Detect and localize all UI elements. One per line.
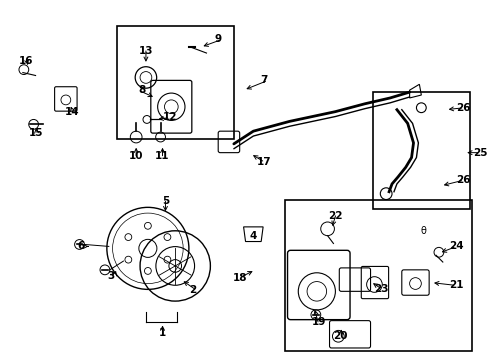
Text: 23: 23	[374, 284, 388, 294]
Text: 1: 1	[159, 328, 166, 338]
Text: 20: 20	[333, 331, 347, 341]
Text: 19: 19	[311, 317, 325, 327]
Text: 26: 26	[456, 175, 470, 185]
Text: 7: 7	[260, 75, 267, 85]
Text: 6: 6	[78, 242, 84, 251]
Text: 13: 13	[139, 46, 153, 56]
Text: 8: 8	[139, 85, 145, 95]
Text: 12: 12	[162, 112, 177, 122]
Text: θ: θ	[420, 226, 426, 236]
Text: 9: 9	[214, 34, 221, 44]
Text: 17: 17	[257, 157, 271, 167]
Text: 25: 25	[472, 148, 487, 158]
Text: 15: 15	[29, 128, 43, 138]
Bar	[117, 26, 233, 139]
Text: 2: 2	[188, 285, 196, 295]
Text: 3: 3	[107, 271, 114, 281]
Bar	[372, 92, 469, 209]
Text: 22: 22	[328, 211, 343, 221]
Text: 24: 24	[448, 242, 462, 251]
Text: 16: 16	[19, 56, 33, 66]
Text: 10: 10	[129, 151, 143, 161]
Text: 14: 14	[65, 107, 80, 117]
Text: 4: 4	[249, 231, 257, 241]
Text: 21: 21	[448, 280, 462, 291]
Text: 18: 18	[232, 273, 247, 283]
Text: 11: 11	[155, 151, 169, 161]
Text: 26: 26	[456, 103, 470, 113]
Bar	[284, 199, 471, 351]
Text: 5: 5	[162, 196, 169, 206]
